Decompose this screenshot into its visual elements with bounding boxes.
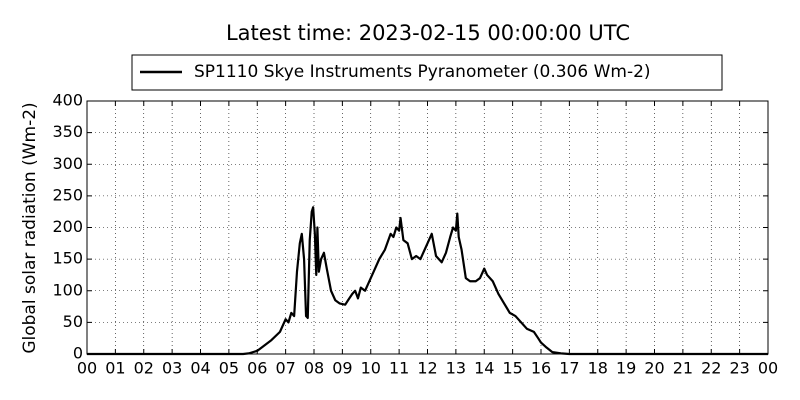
x-tick-label: 00 <box>758 359 778 378</box>
x-tick-label: 10 <box>361 359 381 378</box>
y-tick-label: 0 <box>73 344 83 363</box>
y-tick-label: 350 <box>52 122 83 141</box>
y-tick-label: 400 <box>52 91 83 110</box>
x-tick-label: 07 <box>275 359 295 378</box>
x-tick-label: 05 <box>219 359 239 378</box>
x-tick-label: 03 <box>162 359 182 378</box>
y-axis-label: Global solar radiation (Wm-2) <box>20 102 40 353</box>
y-tick-label: 200 <box>52 217 83 236</box>
x-tick-label: 08 <box>304 359 324 378</box>
x-tick-label: 02 <box>134 359 154 378</box>
x-tick-label: 01 <box>105 359 125 378</box>
x-tick-label: 23 <box>729 359 749 378</box>
x-tick-label: 09 <box>332 359 352 378</box>
y-tick-label: 250 <box>52 185 83 204</box>
x-tick-label: 18 <box>588 359 608 378</box>
x-tick-label: 06 <box>247 359 267 378</box>
x-tick-label: 12 <box>417 359 437 378</box>
x-tick-label: 21 <box>673 359 693 378</box>
x-tick-label: 04 <box>190 359 210 378</box>
x-tick-label: 13 <box>446 359 466 378</box>
series-line <box>87 206 768 356</box>
plot-frame <box>86 100 769 355</box>
chart-title: Latest time: 2023-02-15 00:00:00 UTC <box>226 21 630 45</box>
x-tick-label: 19 <box>616 359 636 378</box>
x-tick-label: 15 <box>502 359 522 378</box>
legend-label: SP1110 Skye Instruments Pyranometer (0.3… <box>194 62 651 82</box>
y-tick-label: 300 <box>52 154 83 173</box>
x-tick-label: 17 <box>559 359 579 378</box>
x-tick-label: 11 <box>389 359 409 378</box>
y-tick-label: 100 <box>52 280 83 299</box>
x-tick-label: 22 <box>701 359 721 378</box>
x-tick-label: 14 <box>474 359 494 378</box>
x-tick-label: 20 <box>644 359 664 378</box>
y-tick-label: 150 <box>52 249 83 268</box>
x-tick-label: 00 <box>77 359 97 378</box>
legend <box>131 54 723 91</box>
y-tick-label: 50 <box>63 312 83 331</box>
x-tick-label: 16 <box>531 359 551 378</box>
